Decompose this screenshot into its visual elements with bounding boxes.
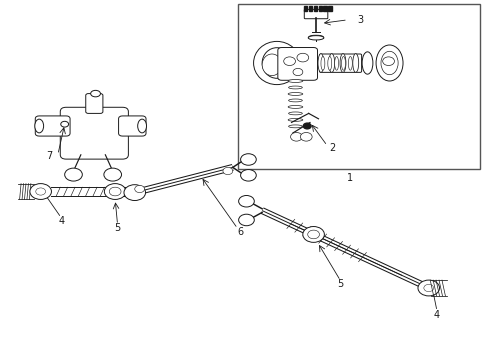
Circle shape — [297, 53, 309, 62]
Ellipse shape — [340, 54, 346, 72]
Ellipse shape — [288, 118, 303, 121]
Circle shape — [104, 168, 122, 181]
Ellipse shape — [289, 112, 302, 115]
Ellipse shape — [138, 119, 147, 133]
FancyBboxPatch shape — [35, 116, 70, 136]
Ellipse shape — [262, 48, 292, 78]
Circle shape — [241, 170, 256, 181]
Text: 7: 7 — [47, 151, 53, 161]
Ellipse shape — [289, 86, 302, 89]
Circle shape — [241, 154, 256, 165]
Circle shape — [383, 57, 394, 66]
Circle shape — [65, 168, 82, 181]
Ellipse shape — [288, 93, 303, 95]
Circle shape — [293, 68, 303, 76]
Bar — [323, 6, 327, 11]
Circle shape — [109, 187, 121, 196]
Text: 4: 4 — [58, 216, 64, 226]
Ellipse shape — [381, 51, 398, 75]
Ellipse shape — [288, 105, 303, 108]
Ellipse shape — [35, 119, 44, 133]
Circle shape — [418, 280, 440, 296]
Text: 1: 1 — [347, 173, 353, 183]
Ellipse shape — [328, 57, 332, 70]
Text: 5: 5 — [338, 279, 343, 289]
Bar — [309, 6, 312, 11]
Text: 3: 3 — [357, 15, 363, 25]
Circle shape — [424, 284, 434, 292]
Circle shape — [135, 185, 145, 193]
Circle shape — [303, 226, 324, 242]
Ellipse shape — [289, 99, 302, 102]
Bar — [314, 6, 317, 11]
Circle shape — [36, 188, 46, 195]
Circle shape — [308, 230, 319, 239]
FancyBboxPatch shape — [119, 116, 146, 136]
Ellipse shape — [318, 54, 324, 72]
Text: 5: 5 — [115, 222, 121, 233]
Ellipse shape — [342, 57, 345, 70]
Circle shape — [303, 123, 311, 129]
Bar — [318, 6, 322, 11]
Ellipse shape — [348, 57, 352, 70]
Ellipse shape — [309, 35, 323, 39]
FancyBboxPatch shape — [304, 9, 328, 19]
Text: 2: 2 — [329, 143, 335, 153]
Ellipse shape — [254, 41, 300, 85]
Ellipse shape — [376, 45, 403, 81]
Circle shape — [223, 167, 233, 175]
FancyBboxPatch shape — [86, 94, 103, 113]
Bar — [328, 6, 332, 11]
Circle shape — [61, 121, 69, 127]
Ellipse shape — [262, 54, 282, 76]
Text: 4: 4 — [434, 310, 440, 320]
Circle shape — [284, 57, 295, 66]
Circle shape — [300, 132, 312, 141]
Ellipse shape — [91, 90, 100, 97]
FancyBboxPatch shape — [319, 54, 362, 72]
Ellipse shape — [329, 54, 335, 72]
Text: 6: 6 — [237, 227, 243, 237]
Ellipse shape — [362, 52, 373, 74]
Circle shape — [239, 195, 254, 207]
Bar — [304, 6, 307, 11]
Circle shape — [239, 214, 254, 226]
Circle shape — [30, 184, 51, 199]
Circle shape — [124, 185, 146, 201]
FancyBboxPatch shape — [60, 107, 128, 159]
Bar — [238, 4, 480, 169]
Ellipse shape — [321, 57, 325, 70]
Ellipse shape — [353, 54, 359, 72]
Ellipse shape — [308, 36, 324, 40]
FancyBboxPatch shape — [278, 48, 318, 80]
Circle shape — [104, 184, 126, 199]
Ellipse shape — [289, 125, 302, 128]
Ellipse shape — [288, 80, 303, 82]
Circle shape — [291, 132, 302, 141]
Ellipse shape — [335, 57, 339, 70]
